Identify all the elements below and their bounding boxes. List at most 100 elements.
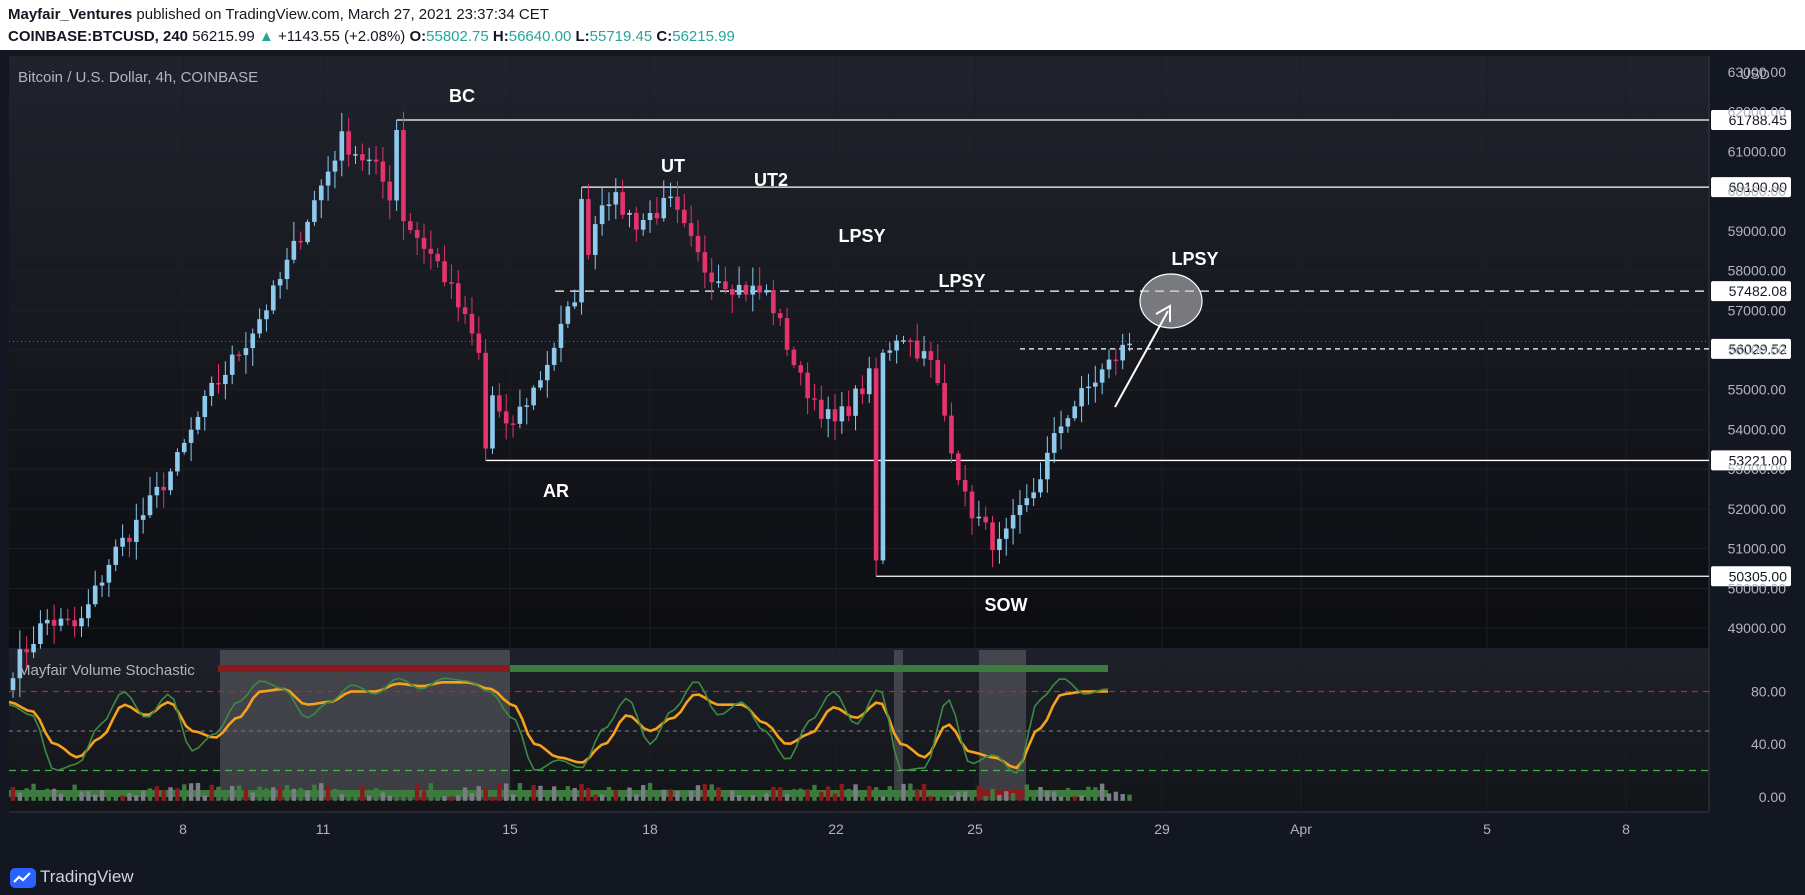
candle-body[interactable] <box>442 261 447 283</box>
candle-body[interactable] <box>832 409 838 422</box>
candle-body[interactable] <box>394 129 399 201</box>
candle-body[interactable] <box>353 154 358 156</box>
target-circle[interactable] <box>1139 273 1203 329</box>
candle-body[interactable] <box>1051 433 1057 453</box>
candle-body[interactable] <box>846 406 851 416</box>
candle-body[interactable] <box>257 319 262 334</box>
candle-body[interactable] <box>969 491 975 519</box>
candle-body[interactable] <box>1120 344 1125 361</box>
candle-body[interactable] <box>729 289 735 295</box>
candle-body[interactable] <box>798 365 804 373</box>
candle-body[interactable] <box>1099 369 1105 383</box>
candle-body[interactable] <box>805 372 810 399</box>
candle-body[interactable] <box>332 160 338 172</box>
candle-body[interactable] <box>503 411 509 424</box>
candle-body[interactable] <box>38 623 43 645</box>
candle-body[interactable] <box>524 405 530 407</box>
candle-body[interactable] <box>113 546 119 565</box>
candle-body[interactable] <box>853 388 858 416</box>
candle-body[interactable] <box>873 368 879 561</box>
candle-body[interactable] <box>250 333 256 349</box>
candle-body[interactable] <box>188 429 194 443</box>
candle-body[interactable] <box>634 212 639 230</box>
candle-body[interactable] <box>168 471 173 491</box>
candle-body[interactable] <box>908 340 913 342</box>
candle-body[interactable] <box>709 272 714 283</box>
candle-body[interactable] <box>510 423 516 425</box>
candle-body[interactable] <box>784 318 790 350</box>
candle-body[interactable] <box>928 351 934 361</box>
candle-body[interactable] <box>1106 359 1112 370</box>
candle-body[interactable] <box>360 154 365 161</box>
candle-body[interactable] <box>1045 452 1050 480</box>
stoch-slow-line[interactable] <box>8 680 1108 770</box>
candle-body[interactable] <box>921 351 927 359</box>
candle-body[interactable] <box>175 452 180 472</box>
candle-body[interactable] <box>935 360 941 384</box>
candle-body[interactable] <box>65 618 71 621</box>
candle-body[interactable] <box>819 399 824 419</box>
candle-body[interactable] <box>312 200 317 222</box>
candle-body[interactable] <box>675 196 680 210</box>
candle-body[interactable] <box>551 347 557 365</box>
candle-body[interactable] <box>92 585 98 605</box>
candle-body[interactable] <box>1024 498 1030 506</box>
candle-body[interactable] <box>305 221 310 243</box>
candle-body[interactable] <box>44 619 50 624</box>
candle-body[interactable] <box>223 374 228 385</box>
candle-body[interactable] <box>545 364 550 381</box>
candle-body[interactable] <box>284 259 290 280</box>
candle-body[interactable] <box>914 340 920 359</box>
candle-body[interactable] <box>134 519 139 542</box>
candle-body[interactable] <box>1058 426 1064 434</box>
candle-body[interactable] <box>880 352 886 561</box>
candle-body[interactable] <box>216 382 221 385</box>
candle-body[interactable] <box>264 310 269 320</box>
candle-body[interactable] <box>1031 492 1036 499</box>
candle-body[interactable] <box>421 237 427 249</box>
candle-body[interactable] <box>414 229 420 238</box>
candle-body[interactable] <box>1003 528 1009 539</box>
candle-body[interactable] <box>702 252 708 273</box>
candle-body[interactable] <box>716 281 721 283</box>
candle-body[interactable] <box>620 192 625 215</box>
candle-body[interactable] <box>31 644 36 653</box>
tradingview-logo-icon[interactable] <box>10 868 36 888</box>
candle-body[interactable] <box>154 486 160 496</box>
candle-body[interactable] <box>476 333 482 353</box>
candle-body[interactable] <box>387 181 393 201</box>
candle-body[interactable] <box>990 522 995 551</box>
candle-body[interactable] <box>1072 406 1078 419</box>
candle-body[interactable] <box>791 349 797 366</box>
candle-body[interactable] <box>1017 505 1023 516</box>
candle-body[interactable] <box>695 235 701 253</box>
price-pane[interactable] <box>9 56 1709 648</box>
candle-body[interactable] <box>866 368 872 395</box>
candle-body[interactable] <box>839 406 845 422</box>
candle-body[interactable] <box>771 290 776 314</box>
candle-body[interactable] <box>976 516 982 519</box>
candle-body[interactable] <box>558 323 564 348</box>
candle-body[interactable] <box>449 282 454 284</box>
candle-body[interactable] <box>592 224 598 255</box>
candle-body[interactable] <box>956 453 961 481</box>
candle-body[interactable] <box>291 240 297 260</box>
candle-body[interactable] <box>490 395 495 449</box>
chart-area[interactable]: 61788.45 60100.00 57482.08 56029.52 53221.00… <box>0 50 1805 860</box>
candle-body[interactable] <box>517 406 523 424</box>
candle-body[interactable] <box>743 284 749 295</box>
candle-body[interactable] <box>380 161 386 182</box>
candle-body[interactable] <box>572 302 577 307</box>
candle-body[interactable] <box>236 354 242 357</box>
candle-body[interactable] <box>106 564 112 583</box>
candle-body[interactable] <box>1093 382 1098 387</box>
candle-body[interactable] <box>86 604 91 619</box>
candle-body[interactable] <box>627 212 632 215</box>
author-name[interactable]: Mayfair_Ventures <box>8 6 133 23</box>
candle-body[interactable] <box>202 395 208 417</box>
candle-body[interactable] <box>469 313 475 334</box>
candle-body[interactable] <box>654 213 660 219</box>
candle-body[interactable] <box>161 486 166 491</box>
candle-body[interactable] <box>688 223 694 236</box>
candle-body[interactable] <box>17 649 23 679</box>
